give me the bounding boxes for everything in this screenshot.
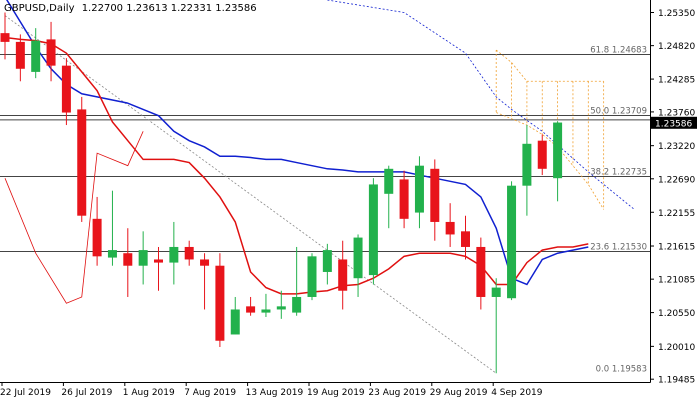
- time-tick-label: 1 Aug 2019: [123, 388, 175, 398]
- projection-line: [327, 0, 635, 210]
- price-tick-label: 1.21615: [658, 243, 695, 253]
- bull-candle: [553, 122, 563, 179]
- candles-layer: [0, 12, 563, 374]
- bull-candle: [353, 237, 363, 279]
- cloud-lower-span: [496, 112, 604, 210]
- price-tick-label: 1.20010: [658, 343, 695, 353]
- bear-candle: [338, 259, 348, 291]
- bear-candle: [430, 168, 440, 222]
- bull-candle: [368, 184, 378, 276]
- fib-trend-line: [4, 15, 497, 374]
- cloud-layer: [327, 0, 635, 210]
- grid-layer: [0, 0, 651, 383]
- bear-candle: [184, 246, 194, 260]
- bull-candle: [414, 165, 424, 213]
- bull-candle: [230, 309, 240, 335]
- fib-level-label: 23.6 1.21530: [590, 243, 647, 253]
- time-tick-label: 13 Aug 2019: [246, 388, 304, 398]
- price-tick-label: 1.23220: [658, 142, 695, 152]
- price-tick-label: 1.25350: [658, 9, 695, 19]
- bull-candle: [307, 256, 317, 297]
- bull-candle: [138, 250, 148, 266]
- fib-level-label: 38.2 1.22735: [590, 168, 647, 178]
- bull-candle: [107, 250, 117, 258]
- bull-candle: [292, 296, 302, 313]
- time-tick-label: 29 Aug 2019: [430, 388, 488, 398]
- bear-candle: [15, 41, 25, 69]
- time-tick-label: 19 Aug 2019: [307, 388, 365, 398]
- price-tick-label: 1.22690: [658, 175, 695, 185]
- bear-candle: [461, 231, 470, 247]
- lagging-span: [4, 131, 144, 304]
- price-tick-label: 1.22155: [658, 209, 695, 219]
- bear-candle: [200, 259, 210, 266]
- bear-candle: [246, 306, 256, 313]
- bull-candle: [491, 287, 501, 297]
- bear-candle: [476, 246, 486, 297]
- bull-candle: [169, 246, 179, 263]
- bear-candle: [61, 65, 71, 113]
- fib-level-label: 50.0 1.23709: [590, 107, 647, 117]
- bear-candle: [92, 218, 102, 257]
- time-tick-label: 26 Jul 2019: [61, 388, 112, 398]
- bear-candle: [537, 140, 547, 169]
- ma-slow-line: [6, 0, 589, 286]
- bear-candle: [46, 39, 56, 66]
- bull-candle: [261, 309, 271, 313]
- price-tick-label: 1.21085: [658, 276, 695, 286]
- bear-candle: [77, 109, 87, 216]
- time-tick-label: 7 Aug 2019: [184, 388, 236, 398]
- bull-candle: [384, 168, 394, 194]
- bear-candle: [154, 259, 163, 263]
- bear-candle: [0, 33, 10, 42]
- bull-candle: [507, 185, 517, 299]
- fib-level-label: 61.8 1.24683: [590, 46, 647, 56]
- price-tick-label: 1.24285: [658, 76, 695, 86]
- bear-candle: [399, 179, 409, 219]
- current-price-box: [651, 116, 697, 129]
- price-tick-label: 1.24820: [658, 42, 695, 52]
- time-tick-label: 22 Jul 2019: [0, 388, 51, 398]
- bull-candle: [522, 143, 532, 186]
- bear-candle: [445, 221, 455, 235]
- current-price-label: 1.23586: [655, 119, 692, 129]
- bear-candle: [215, 265, 225, 341]
- ohlc-values: 1.22700 1.23613 1.22331 1.23586: [81, 3, 257, 14]
- bear-candle: [123, 253, 133, 266]
- bull-candle: [31, 40, 41, 72]
- time-tick-label: 4 Sep 2019: [491, 388, 543, 398]
- bull-candle: [276, 306, 286, 310]
- fib-level-label: 0.0 1.19583: [596, 365, 647, 375]
- bull-candle: [322, 250, 332, 272]
- price-tick-label: 1.23760: [658, 108, 695, 118]
- symbol-label: GBPUSD,Daily: [4, 3, 75, 14]
- fibonacci-layer: 61.8 1.24683 50.0 1.23709 38.2 1.22735 23.6…: [0, 15, 650, 375]
- cloud-area: [496, 50, 603, 209]
- axis-layer: 1.25350 1.24820 1.24285 1.23760 1.23220 1.226…: [0, 9, 697, 398]
- price-tick-label: 1.20550: [658, 309, 695, 319]
- price-tick-label: 1.19485: [658, 376, 695, 386]
- time-tick-label: 23 Aug 2019: [368, 388, 426, 398]
